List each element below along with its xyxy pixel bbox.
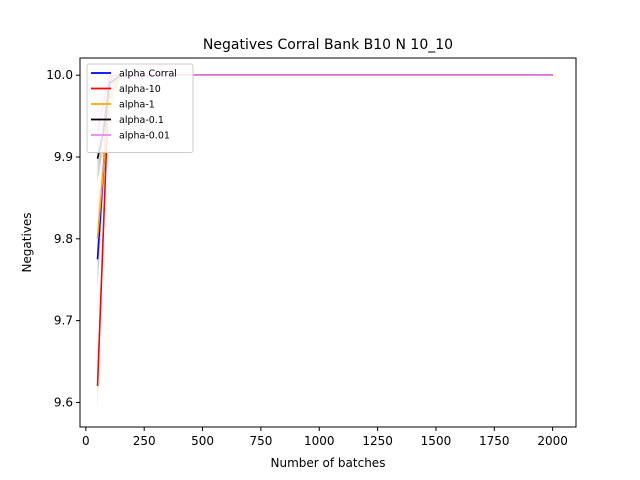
x-tick-label: 1500 xyxy=(421,434,452,448)
x-tick-label: 500 xyxy=(191,434,214,448)
x-tick-label: 750 xyxy=(249,434,272,448)
legend: alpha Corral alpha-10 alpha-1 alpha-0.1 alph… xyxy=(86,63,194,153)
x-tick-label: 2000 xyxy=(537,434,568,448)
legend-label: alpha-10 xyxy=(119,84,161,95)
x-tick-label: 1750 xyxy=(479,434,510,448)
legend-label: alpha-0.01 xyxy=(119,131,170,142)
legend-box xyxy=(86,63,194,153)
x-axis-label: Number of batches xyxy=(271,456,386,470)
y-tick-label: 9.7 xyxy=(54,314,73,328)
x-tick-label: 1000 xyxy=(304,434,335,448)
x-tick-label: 1250 xyxy=(362,434,393,448)
legend-label: alpha-1 xyxy=(119,100,155,111)
y-tick-label: 9.6 xyxy=(54,395,73,409)
y-axis-ticks: 9.6 9.7 9.8 9.9 10.0 xyxy=(46,68,80,409)
y-tick-label: 10.0 xyxy=(46,68,73,82)
y-tick-label: 9.8 xyxy=(54,232,73,246)
axes-frame xyxy=(79,57,577,428)
y-axis-label: Negatives xyxy=(20,212,34,272)
x-tick-label: 0 xyxy=(82,434,90,448)
legend-label: alpha Corral xyxy=(119,69,177,80)
legend-label: alpha-0.1 xyxy=(119,115,164,126)
x-tick-label: 250 xyxy=(133,434,156,448)
chart-title: Negatives Corral Bank B10 N 10_10 xyxy=(203,37,453,53)
x-axis-ticks: 0 250 500 750 1000 1250 1500 1750 2000 xyxy=(82,427,568,448)
y-tick-label: 9.9 xyxy=(54,150,73,164)
